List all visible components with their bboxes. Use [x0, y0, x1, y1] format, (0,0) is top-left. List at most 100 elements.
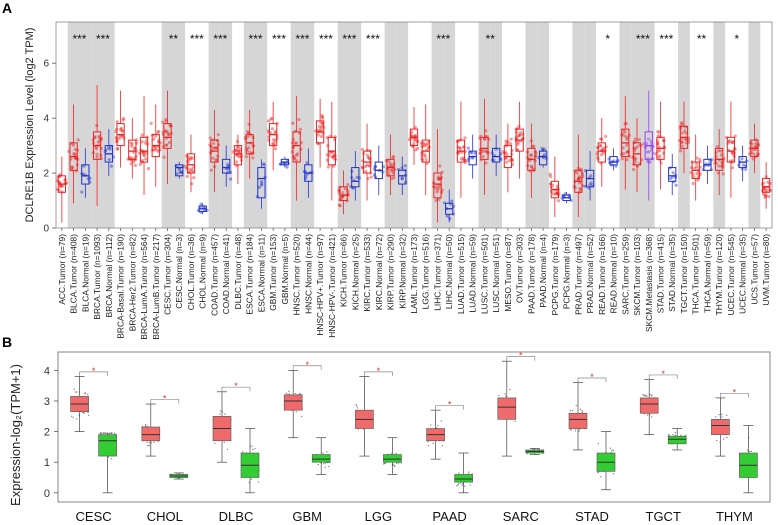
data-point — [457, 482, 460, 485]
data-point — [363, 165, 367, 169]
data-point — [576, 177, 580, 181]
data-point — [730, 141, 734, 145]
data-point — [600, 476, 602, 478]
significance-marker: * — [734, 32, 739, 46]
data-point — [324, 462, 327, 464]
data-point — [164, 119, 168, 123]
data-point — [412, 139, 416, 143]
data-point — [458, 146, 462, 151]
data-point — [575, 171, 579, 175]
data-point — [680, 131, 684, 135]
data-point — [589, 181, 593, 185]
data-point — [332, 164, 336, 168]
data-point — [319, 128, 323, 132]
data-point — [119, 126, 123, 130]
data-point — [445, 214, 449, 218]
x-tick-label: LGG.Tumor (n=516) — [421, 234, 431, 310]
data-point — [317, 463, 319, 466]
data-point — [450, 199, 454, 203]
data-point — [656, 130, 660, 134]
data-point — [435, 190, 439, 194]
data-point — [121, 129, 125, 133]
x-tick-label: TGCT.Tumor (n=150) — [679, 234, 689, 314]
data-point — [576, 177, 581, 181]
data-point — [269, 117, 273, 121]
shade-band — [255, 22, 268, 228]
data-point — [461, 484, 463, 486]
x-tick-label: DLBC.Tumor (n=48) — [233, 234, 243, 310]
x-tick-label: KIRP.Normal (n=32) — [397, 234, 407, 309]
data-point — [764, 189, 769, 193]
data-point — [589, 174, 593, 178]
data-point — [631, 167, 636, 172]
data-point — [367, 164, 371, 168]
x-tick-label: ESCA.Tumor (n=184) — [245, 234, 255, 315]
data-point — [671, 171, 675, 175]
data-point — [695, 165, 699, 169]
data-point — [251, 445, 253, 447]
data-point — [395, 452, 397, 455]
data-point — [391, 154, 396, 159]
data-point — [98, 139, 102, 143]
data-point — [397, 462, 400, 464]
data-point — [132, 146, 136, 151]
x-tick-label: LGG — [365, 509, 392, 524]
data-point — [164, 143, 168, 148]
data-point — [721, 416, 723, 418]
data-point — [389, 168, 393, 172]
data-point — [70, 165, 75, 170]
data-point — [142, 150, 146, 155]
data-point — [214, 442, 216, 445]
data-point — [189, 155, 193, 160]
y-tick-label: 1 — [44, 457, 50, 469]
data-point — [498, 394, 500, 397]
data-point — [458, 146, 462, 150]
data-point — [424, 143, 428, 147]
panel-b-label: B — [2, 334, 12, 350]
data-point — [274, 147, 278, 151]
data-point — [719, 153, 724, 157]
y-tick-label: 0 — [43, 224, 49, 235]
data-point — [148, 444, 151, 447]
data-point — [251, 156, 255, 160]
data-point — [674, 434, 677, 436]
box — [292, 131, 301, 163]
data-point — [730, 166, 734, 170]
data-point — [466, 146, 470, 150]
x-tick-label: KIRC.Normal (n=72) — [374, 234, 384, 310]
box — [175, 164, 184, 177]
data-point — [189, 167, 193, 171]
data-point — [247, 146, 251, 150]
data-point — [721, 413, 723, 416]
significance-bracket — [292, 365, 322, 370]
data-point — [415, 146, 420, 151]
data-point — [236, 149, 241, 153]
data-point — [389, 163, 393, 168]
data-point — [469, 484, 472, 486]
x-tick-label: THYM — [716, 509, 753, 524]
data-point — [656, 155, 660, 159]
data-point — [161, 132, 165, 136]
data-point — [599, 144, 603, 148]
data-point — [235, 160, 239, 164]
data-point — [470, 151, 474, 155]
data-point — [555, 192, 559, 196]
data-point — [59, 183, 63, 188]
significance-marker: * — [590, 372, 594, 382]
data-point — [579, 408, 582, 411]
data-point — [741, 163, 745, 167]
data-point — [588, 183, 592, 187]
shade-band — [220, 22, 233, 228]
data-point — [190, 156, 195, 160]
significance-marker: ** — [697, 32, 707, 46]
data-point — [695, 156, 699, 160]
data-point — [597, 471, 599, 474]
data-point — [155, 148, 159, 152]
normal-box — [383, 454, 402, 463]
significance-marker: *** — [636, 32, 650, 46]
data-point — [144, 425, 147, 427]
data-point — [295, 411, 297, 413]
data-point — [236, 145, 241, 149]
data-point — [73, 147, 77, 152]
data-point — [161, 120, 165, 124]
